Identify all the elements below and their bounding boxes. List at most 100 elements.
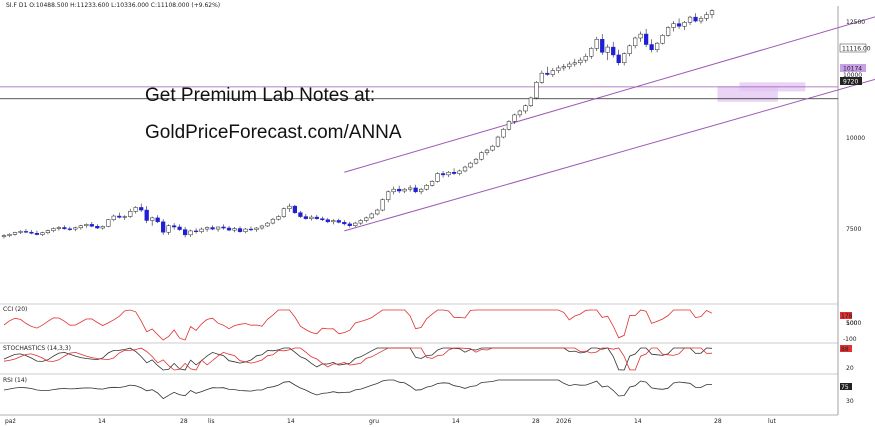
candle-body (325, 219, 330, 223)
candle-44 (243, 228, 248, 234)
candle-32 (177, 224, 182, 231)
candle-45 (248, 226, 254, 232)
candle-body (556, 67, 561, 71)
candle-58 (320, 216, 325, 222)
candle-body (572, 62, 577, 65)
candle-101 (556, 65, 561, 74)
candle-body (248, 228, 254, 231)
cci-tick-100: 100 (846, 320, 858, 327)
candle-84 (462, 165, 468, 173)
rsi-title: RSI (14) (3, 377, 27, 384)
candle-body (193, 230, 199, 232)
candle-body (616, 54, 621, 63)
candle-11 (62, 225, 67, 230)
candle-body (281, 208, 287, 217)
candle-body (45, 230, 51, 233)
candle-body (7, 234, 12, 236)
candle-90 (495, 135, 501, 148)
candle-64 (353, 221, 358, 227)
candle-65 (358, 219, 363, 225)
candle-body (676, 23, 682, 27)
time-label-0: paź (5, 418, 16, 425)
candle-49 (270, 217, 276, 225)
candle-97 (534, 81, 539, 100)
candle-125 (687, 15, 693, 25)
candle-body (594, 39, 599, 49)
candle-4 (23, 229, 29, 234)
candle-75 (413, 184, 418, 194)
candle-118 (649, 39, 654, 53)
rsi-tick-30: 30 (846, 398, 854, 405)
candle-body (380, 199, 385, 211)
rsi-path (3, 379, 713, 400)
candle-12 (67, 226, 72, 231)
candle-121 (665, 26, 671, 37)
candle-body (534, 82, 539, 99)
candle-body (402, 188, 407, 192)
candle-body (292, 205, 297, 213)
candle-41 (226, 225, 232, 232)
candle-body (221, 226, 226, 229)
candle-body (232, 228, 237, 231)
candle-body (56, 227, 61, 229)
candle-88 (484, 148, 490, 156)
candle-body (435, 173, 440, 182)
candle-body (117, 215, 122, 218)
candle-115 (633, 36, 638, 49)
candle-18 (100, 225, 105, 230)
candle-6 (34, 230, 40, 236)
candle-3 (18, 230, 23, 235)
cci-line (3, 309, 713, 341)
candle-body (314, 216, 319, 219)
candle-body (144, 209, 149, 221)
candle-body (139, 207, 144, 211)
candle-80 (440, 170, 446, 178)
candle-body (490, 145, 495, 151)
candle-body (210, 227, 215, 230)
candle-56 (309, 215, 314, 221)
time-label-10: 28 (714, 418, 722, 425)
time-axis: paź 14 28 lis 14 gru 14 28 2026 14 28 lut (5, 418, 776, 425)
candle-body (391, 188, 396, 193)
time-label-2: 28 (180, 418, 188, 425)
resistance-tag: 10174 (843, 66, 862, 73)
candle-body (462, 166, 468, 172)
candle-66 (364, 216, 369, 223)
candle-body (84, 224, 89, 226)
candle-69 (380, 198, 385, 212)
candle-60 (331, 219, 336, 225)
candle-100 (550, 67, 555, 78)
time-label-4: 14 (287, 418, 295, 425)
candle-95 (523, 104, 528, 114)
candle-body (484, 149, 490, 153)
candle-1 (7, 233, 12, 238)
candle-body (23, 231, 29, 233)
time-label-1: 14 (98, 418, 106, 425)
time-label-11: lut (768, 418, 776, 425)
candle-body (259, 225, 265, 229)
cci-tick-neg100: -100 (843, 336, 857, 343)
candle-body (320, 218, 325, 220)
candle-63 (347, 221, 352, 228)
candle-body (51, 228, 56, 231)
last-price-tag: 11116.00 (842, 46, 871, 53)
candle-body (29, 231, 34, 234)
price-pane (0, 6, 838, 304)
candle-body (495, 136, 501, 147)
candle-body (276, 216, 281, 220)
candle-body (183, 229, 188, 236)
candle-body (122, 216, 127, 218)
candle-111 (611, 41, 616, 58)
time-label-9: 14 (634, 418, 642, 425)
candle-body (128, 211, 133, 217)
candle-73 (402, 187, 407, 194)
candle-102 (561, 64, 566, 71)
candle-54 (298, 210, 303, 218)
candle-body (397, 188, 402, 192)
candle-48 (265, 222, 270, 227)
candle-body (89, 224, 94, 227)
candle-92 (506, 120, 512, 131)
candles (1, 9, 715, 239)
candle-body (605, 46, 610, 53)
